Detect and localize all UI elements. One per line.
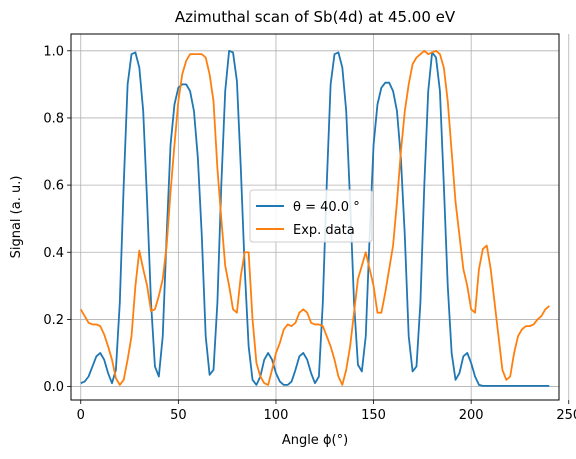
x-tick-label: 100: [264, 408, 289, 423]
series-line-1: [79, 49, 550, 386]
y-tick-label: 1.0: [43, 44, 64, 59]
y-tick-label: 0.4: [43, 246, 64, 261]
x-tick-label: 50: [170, 408, 187, 423]
x-tick-label: 200: [459, 408, 484, 423]
x-tick-label: 150: [361, 408, 386, 423]
y-axis-label: Signal (a. u.): [9, 176, 24, 259]
legend-entry-theta: θ = 40.0 °: [293, 200, 360, 215]
x-axis-label: Angle ϕ(°): [282, 433, 348, 448]
chart-title: Azimuthal scan of Sb(4d) at 45.00 eV: [175, 8, 456, 26]
plot-area-frame: [70, 33, 560, 401]
x-tick-label: 0: [77, 408, 85, 423]
series-line-0: [80, 49, 550, 387]
ticks: 0 50 100 150 200 250 0.0 0.2 0.4 0.6 0.8 1.0: [43, 44, 576, 423]
legend-entry-exp-data: Exp. data: [293, 223, 355, 238]
y-tick-label: 0.2: [43, 313, 64, 328]
x-tick-label: 250: [556, 408, 576, 423]
y-tick-label: 0.0: [43, 380, 64, 395]
series-layer: [79, 49, 550, 387]
y-tick-label: 0.6: [43, 179, 64, 194]
y-tick-label: 0.8: [43, 111, 64, 126]
legend: θ = 40.0 ° Exp. data: [249, 189, 373, 243]
